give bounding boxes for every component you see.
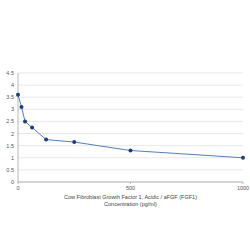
- grid-line: [18, 157, 243, 158]
- y-tick-label: 4: [11, 82, 14, 88]
- y-tick-label: 1: [11, 155, 14, 161]
- point: [20, 105, 24, 109]
- point: [129, 149, 133, 153]
- y-tick-label: 2.5: [6, 118, 14, 124]
- plot-area: [16, 93, 245, 160]
- x-tick-label: 500: [126, 185, 135, 191]
- grid-line: [18, 97, 243, 98]
- x-tick-label: 0: [16, 185, 19, 191]
- grid-line: [18, 169, 243, 170]
- grid-line: [18, 121, 243, 122]
- grid-line: [18, 133, 243, 134]
- y-tick-label: 2: [11, 131, 14, 137]
- y-axis: [18, 73, 19, 182]
- y-tick-label: 0: [11, 179, 14, 185]
- y-tick-label: 3: [11, 106, 14, 112]
- point: [16, 93, 20, 97]
- point: [23, 119, 27, 123]
- y-tick-label: 1.5: [6, 143, 14, 149]
- line: [18, 95, 243, 158]
- y-tick-label: 4.5: [6, 70, 14, 76]
- grid-line: [18, 145, 243, 146]
- x-axis: [18, 182, 243, 183]
- chart: 0 0.5 1 1.5 2 2.5 3 3.5 4 4.5 0 500 1000 Cow Fibrobla…: [0, 0, 250, 250]
- point: [241, 156, 245, 160]
- x-tick-label: 1000: [237, 185, 249, 191]
- grid-line: [18, 85, 243, 86]
- chart-title: Cow Fibroblast Growth Factor 1, Acidic /…: [64, 194, 197, 200]
- y-tick-label: 0.5: [6, 167, 14, 173]
- grid-line: [18, 109, 243, 110]
- y-tick-label: 3.5: [6, 94, 14, 100]
- point: [72, 140, 76, 144]
- point: [44, 138, 48, 142]
- x-axis-label: Concentration (pg/ml): [104, 201, 157, 207]
- point: [30, 126, 34, 130]
- grid-line: [18, 73, 243, 74]
